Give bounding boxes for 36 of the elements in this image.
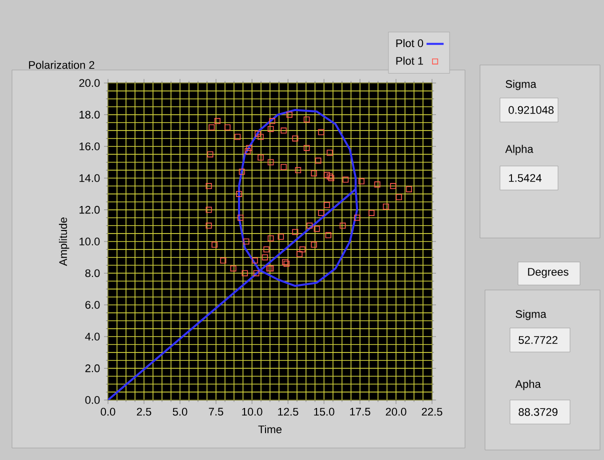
y-tick-label: 4.0 [85, 332, 100, 340]
x-tick-label: 12.5 [278, 408, 298, 416]
x-tick-label: 0.0 [100, 408, 116, 416]
y-tick-label: 16.0 [80, 142, 100, 150]
y-axis-title: Amplitude [58, 218, 70, 266]
line-series [108, 108, 358, 400]
text: 0.921048 [508, 106, 554, 114]
x-tick-label: 20.0 [386, 408, 406, 416]
y-tick-label: 0.0 [85, 396, 100, 404]
x-tick-label: 22.5 [422, 408, 442, 416]
x-tick-label: 17.5 [350, 408, 370, 416]
y-tick-label: 2.0 [85, 364, 100, 372]
legend-label: Plot 0 [396, 39, 424, 48]
text: Degrees [528, 268, 568, 278]
x-tick-label: 10.0 [242, 408, 262, 416]
text: Alpha [505, 144, 534, 156]
text: Sigma [506, 80, 536, 90]
y-tick-label: 12.0 [80, 206, 100, 214]
legend-label: Plot 1 [396, 56, 424, 65]
text: 88.3729 [518, 408, 558, 416]
x-tick-label: 5.0 [172, 408, 188, 416]
y-tick-label: 14.0 [80, 174, 100, 182]
x-tick-label: 2.5 [136, 408, 152, 416]
x-axis-title: Time [258, 425, 282, 434]
y-tick-label: 20.0 [79, 79, 100, 87]
y-tick-label: 10.0 [80, 238, 100, 246]
x-tick-label: 15.0 [314, 408, 334, 416]
x-tick-label: 7.5 [208, 408, 224, 416]
text: Apha [515, 380, 541, 390]
chart-title: Polarization 2 [29, 60, 94, 69]
y-tick-label: 18.0 [80, 110, 100, 119]
text: 52.7722 [518, 336, 558, 344]
y-tick-label: 6.0 [85, 301, 100, 309]
text: 1.5424 [509, 174, 542, 182]
text: Sigma [516, 310, 546, 320]
y-tick-label: 8.0 [85, 269, 100, 278]
